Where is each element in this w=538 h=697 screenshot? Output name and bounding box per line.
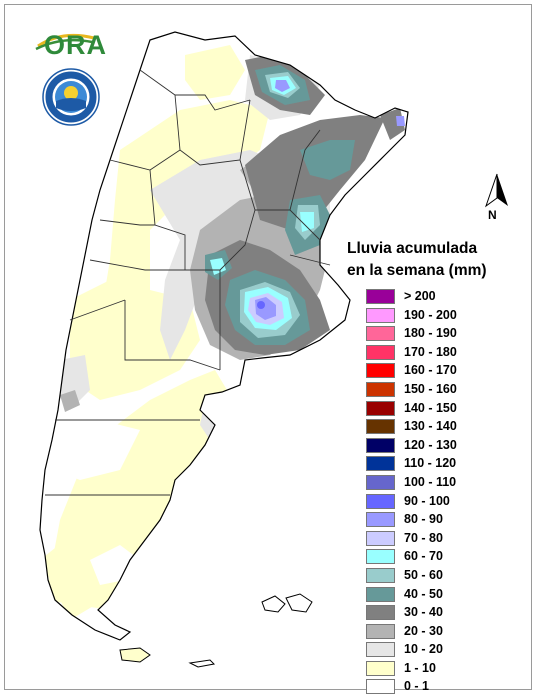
legend-label: 140 - 150	[404, 400, 457, 415]
north-arrow-icon	[485, 173, 508, 208]
legend-swatch	[366, 660, 395, 676]
province-borders	[45, 69, 331, 496]
legend-swatch	[366, 400, 395, 416]
smn-logo	[42, 68, 100, 126]
legend-swatch	[366, 474, 395, 490]
tierra-del-fuego	[119, 647, 151, 663]
legend-label: 190 - 200	[404, 307, 457, 322]
legend-swatch	[366, 437, 395, 453]
ora-logo-text: ORA	[44, 30, 107, 60]
legend-swatch	[366, 289, 395, 304]
legend-swatch	[366, 419, 395, 435]
legend-label: 170 - 180	[404, 344, 457, 359]
legend-label: 150 - 160	[404, 381, 457, 396]
legend-swatch	[366, 679, 395, 695]
legend-swatch	[366, 586, 395, 602]
legend-swatch	[366, 363, 395, 379]
legend-label: 60 - 70	[404, 549, 443, 564]
malvinas-islands	[261, 593, 313, 613]
legend-label: 90 - 100	[404, 493, 450, 508]
legend-label: > 200	[404, 289, 436, 303]
legend-label: 70 - 80	[404, 530, 443, 545]
legend-swatch	[366, 605, 395, 621]
legend-label: 30 - 40	[404, 605, 443, 620]
legend-swatch	[366, 493, 395, 509]
legend-swatch	[366, 512, 395, 528]
north-label: N	[488, 208, 497, 222]
isla-estados	[188, 659, 216, 668]
legend-swatch	[366, 344, 395, 360]
legend-label: 110 - 120	[404, 456, 457, 471]
legend-title-line2: en la semana (mm)	[347, 262, 487, 279]
legend-label: 130 - 140	[404, 419, 457, 434]
legend-swatch	[366, 456, 395, 472]
legend-label: 180 - 190	[404, 326, 457, 341]
legend-label: 120 - 130	[404, 437, 457, 452]
legend-swatch	[366, 642, 395, 658]
legend-swatch	[366, 307, 395, 323]
legend-title-line1: Lluvia acumulada	[347, 240, 478, 257]
legend-swatch	[366, 326, 395, 342]
legend-label: 1 - 10	[404, 660, 436, 675]
legend-label: 40 - 50	[404, 586, 443, 601]
legend-swatch	[366, 623, 395, 639]
legend-label: 100 - 110	[404, 474, 457, 489]
legend-label: 160 - 170	[404, 363, 457, 378]
legend-label: 50 - 60	[404, 567, 443, 582]
legend-title: Lluvia acumulada en la semana (mm)	[347, 238, 487, 282]
map-frame	[4, 4, 532, 690]
legend-swatch	[366, 549, 395, 565]
legend-label: 10 - 20	[404, 642, 443, 657]
legend-label: 0 - 1	[404, 679, 430, 694]
legend-swatch	[366, 567, 395, 583]
legend-swatch	[366, 381, 395, 397]
ora-logo	[35, 33, 95, 51]
legend-label: 20 - 30	[404, 623, 443, 638]
legend-swatch	[366, 530, 395, 546]
legend-label: 80 - 90	[404, 512, 443, 527]
